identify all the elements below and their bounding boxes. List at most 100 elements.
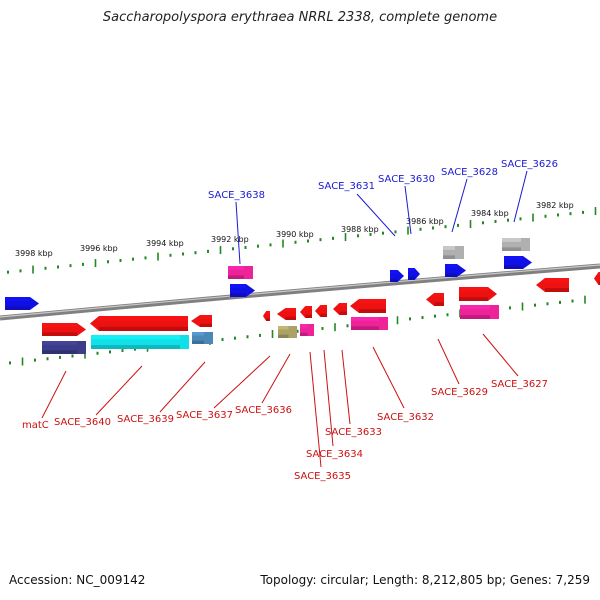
gene-feature-highlight — [339, 303, 347, 307]
gene-feature — [91, 335, 189, 349]
gene-feature-highlight — [42, 323, 77, 327]
label-leader — [323, 349, 334, 447]
gene-feature — [460, 305, 499, 319]
gene-feature-shadow — [278, 334, 289, 338]
gene-feature-highlight — [390, 270, 398, 274]
gene-feature-highlight — [266, 311, 270, 314]
gene-feature — [408, 268, 420, 280]
gene-feature-shadow — [390, 278, 398, 282]
label-leader — [404, 185, 412, 235]
gene-feature — [351, 317, 388, 330]
gene-feature-highlight — [434, 293, 444, 297]
gene-feature-shadow — [91, 345, 180, 349]
gene-feature-highlight — [459, 287, 488, 292]
gene-feature-shadow — [504, 265, 523, 269]
gene-feature-highlight — [320, 305, 327, 309]
gene-feature — [300, 306, 312, 318]
map-title: Saccharopolyspora erythraea NRRL 2338, c… — [102, 10, 498, 25]
gene-feature — [315, 305, 327, 317]
gene-feature — [300, 324, 314, 336]
gene-feature-shadow — [351, 326, 379, 330]
ruler-label: 3986 kbp — [406, 217, 444, 226]
gene-feature-highlight — [200, 315, 212, 319]
gene-feature-shadow — [598, 281, 600, 285]
gene-feature-highlight — [305, 306, 312, 310]
gene-feature-shadow — [545, 288, 569, 292]
gene-feature-highlight — [99, 316, 188, 321]
accession-text: Accession: NC_009142 — [9, 573, 146, 587]
gene-feature-highlight — [443, 246, 455, 250]
label-leader — [159, 361, 206, 413]
gene-feature-shadow — [192, 340, 204, 344]
gene-feature — [445, 264, 466, 277]
gene-feature-shadow — [359, 309, 386, 313]
gene-feature — [192, 332, 213, 344]
label-leader — [513, 170, 528, 223]
gene-feature-highlight — [504, 256, 523, 260]
gene-label: SACE_3633 — [325, 427, 382, 438]
label-leader — [451, 178, 468, 233]
gene-feature — [90, 316, 188, 331]
label-leader — [482, 333, 519, 377]
gene-feature-shadow — [339, 311, 347, 315]
gene-feature-shadow — [285, 316, 296, 320]
gene-feature — [426, 293, 444, 306]
gene-feature-highlight — [460, 305, 490, 310]
gene-label: SACE_3635 — [294, 471, 351, 482]
gene-label: SACE_3627 — [491, 379, 548, 390]
gene-feature — [191, 315, 212, 327]
label-leader — [341, 349, 351, 425]
gene-feature-highlight — [351, 317, 379, 321]
label-leader — [372, 346, 405, 409]
gene-label: SACE_3626 — [501, 159, 558, 170]
label-leader — [356, 193, 396, 237]
gene-feature-shadow — [320, 313, 327, 317]
gene-feature-highlight — [230, 284, 246, 288]
gene-feature-shadow — [443, 255, 455, 259]
gene-feature-highlight — [445, 264, 457, 268]
label-leader — [235, 201, 241, 265]
gene-feature — [42, 323, 86, 336]
gene-feature — [594, 272, 600, 285]
gene-label: SACE_3632 — [377, 412, 434, 423]
gene-label: SACE_3629 — [431, 387, 488, 398]
gene-feature-highlight — [300, 324, 308, 328]
gene-feature-shadow — [300, 332, 308, 336]
gene-feature — [536, 278, 569, 292]
gene-label: SACE_3639 — [117, 414, 174, 425]
gene-feature-highlight — [598, 272, 600, 276]
gene-feature — [390, 270, 404, 282]
label-leader — [309, 351, 322, 468]
gene-feature — [228, 266, 253, 279]
gene-feature-shadow — [42, 332, 77, 336]
gene-feature-shadow — [228, 275, 244, 279]
gene-label: SACE_3640 — [54, 417, 111, 428]
topology-text: Topology: circular; Length: 8,212,805 bp… — [260, 573, 590, 587]
gene-feature-highlight — [91, 335, 180, 340]
ruler-label: 3996 kbp — [80, 244, 118, 253]
gene-feature-shadow — [459, 297, 488, 301]
ruler-label: 3984 kbp — [471, 209, 509, 218]
gene-label: SACE_3630 — [378, 174, 435, 185]
gene-feature-highlight — [278, 326, 289, 330]
label-leader — [41, 370, 67, 419]
genome-backbone — [0, 264, 600, 318]
label-leader — [261, 353, 291, 404]
gene-feature-shadow — [305, 314, 312, 318]
gene-feature — [443, 246, 464, 259]
gene-feature-shadow — [460, 315, 490, 319]
gene-label: SACE_3638 — [208, 190, 265, 201]
gene-feature — [333, 303, 347, 315]
gene-feature — [459, 287, 497, 301]
label-leader — [213, 355, 271, 409]
gene-feature-shadow — [445, 273, 457, 277]
gene-feature-highlight — [502, 238, 521, 242]
ruler-label: 3982 kbp — [536, 201, 574, 210]
gene-feature-highlight — [285, 308, 296, 312]
ruler-label: 3998 kbp — [15, 249, 53, 258]
gene-label: SACE_3631 — [318, 181, 375, 192]
gene-feature — [230, 284, 255, 297]
ruler-label: 3992 kbp — [211, 235, 249, 244]
gene-label: SACE_3628 — [441, 167, 498, 178]
